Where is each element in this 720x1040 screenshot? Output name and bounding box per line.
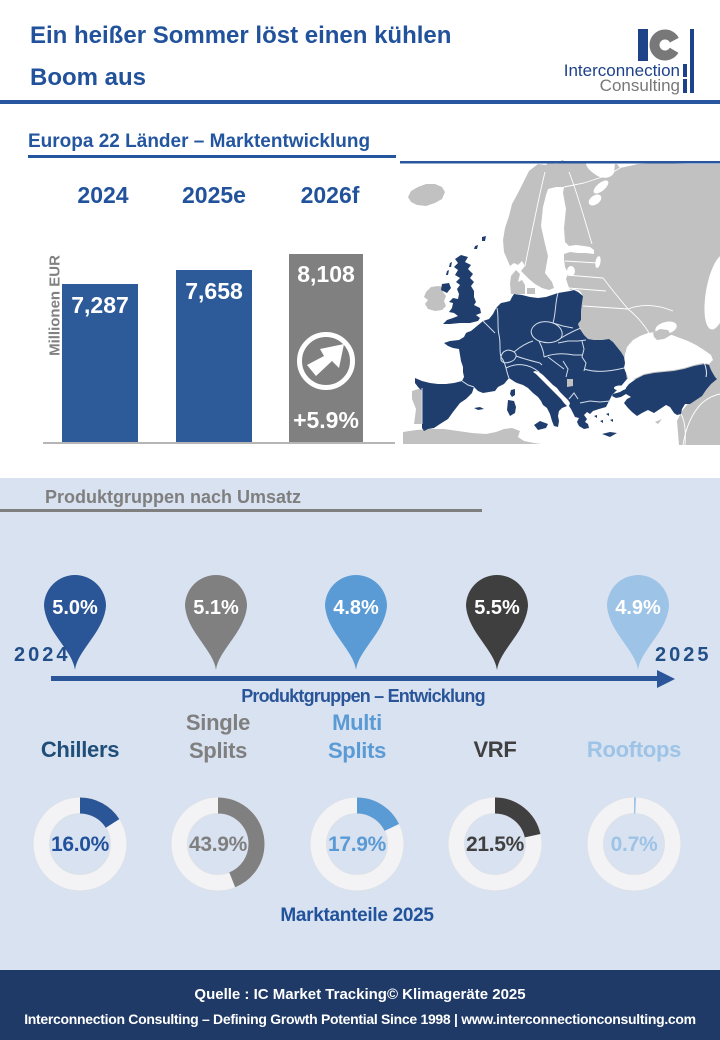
svg-text:5.5%: 5.5%	[474, 597, 520, 619]
svg-text:4.8%: 4.8%	[333, 597, 379, 619]
svg-text:Interconnection: Interconnection	[564, 61, 680, 80]
svg-text:0.7%: 0.7%	[611, 833, 658, 856]
svg-text:43.9%: 43.9%	[189, 833, 248, 856]
svg-text:17.9%: 17.9%	[328, 833, 387, 856]
svg-text:5.1%: 5.1%	[193, 597, 239, 619]
svg-text:5.0%: 5.0%	[52, 597, 98, 619]
svg-text:16.0%: 16.0%	[51, 833, 110, 856]
svg-text:4.9%: 4.9%	[615, 597, 661, 619]
svg-text:Consulting: Consulting	[600, 76, 680, 95]
svg-text:21.5%: 21.5%	[466, 833, 525, 856]
